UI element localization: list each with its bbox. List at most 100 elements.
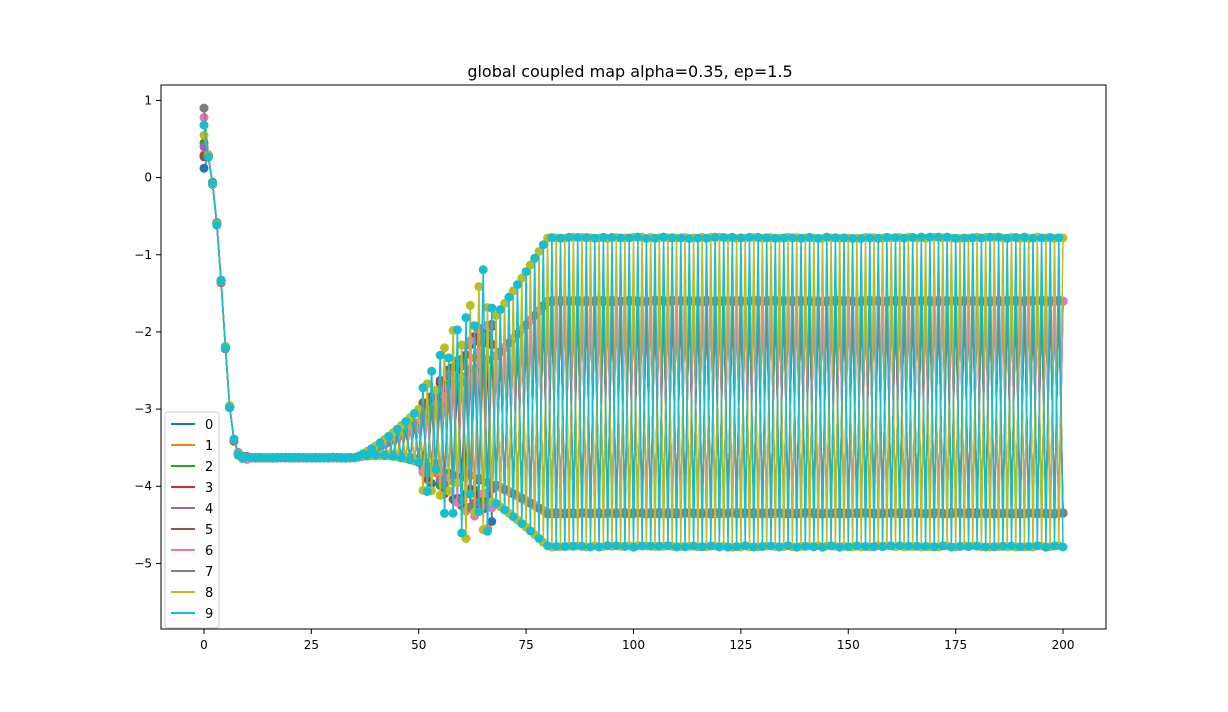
series-point [452, 478, 462, 488]
series-point [736, 233, 746, 243]
series-point [534, 247, 544, 256]
series-point [762, 296, 772, 306]
series-point [891, 233, 900, 243]
series-point [830, 296, 840, 306]
series-point [908, 232, 918, 242]
series-point [521, 267, 531, 277]
series-point [517, 519, 527, 529]
legend-label: 1 [205, 439, 213, 454]
series-point [538, 240, 548, 250]
series-point [461, 313, 471, 323]
series-point [440, 508, 449, 518]
series-point [856, 297, 866, 307]
y-tick-label: −3 [134, 402, 152, 416]
series-point [1028, 296, 1038, 306]
series-point [934, 232, 943, 242]
series-point [951, 296, 961, 306]
series-point [521, 320, 531, 330]
series-point [457, 528, 467, 538]
series-point [813, 233, 823, 243]
series-point [1058, 542, 1068, 552]
y-axis: 1 0 −1 −2 −3 −4 −5 [134, 93, 161, 570]
series-point [818, 542, 827, 552]
series-point [822, 296, 832, 306]
x-tick-label: 200 [1052, 638, 1075, 652]
series-point [994, 232, 1004, 242]
series-point [693, 297, 703, 307]
series-point [659, 232, 669, 242]
series-point [538, 301, 548, 311]
series-point [727, 297, 737, 306]
series-point [727, 232, 737, 242]
series-point [787, 296, 797, 306]
series-point [487, 517, 497, 526]
series-point [663, 541, 673, 551]
series-point [800, 541, 810, 551]
series-point [448, 508, 458, 518]
series-point [749, 542, 759, 552]
series-point [1054, 296, 1064, 306]
series-point [916, 295, 926, 305]
series-point [856, 234, 866, 243]
series-point [603, 541, 613, 551]
series-point [762, 233, 772, 243]
series-point [1011, 296, 1021, 306]
series-point [513, 329, 522, 339]
series-point [556, 233, 565, 243]
series-point [607, 232, 617, 242]
series-point [714, 542, 724, 552]
y-tick-label: 0 [144, 171, 152, 185]
x-tick-label: 175 [944, 638, 967, 652]
series-point [633, 232, 643, 242]
legend-label: 2 [205, 460, 213, 475]
series-point [474, 507, 484, 516]
series-point [710, 232, 720, 242]
series-point [667, 233, 677, 243]
series-point [882, 296, 892, 306]
series-point [581, 296, 591, 306]
series-point [641, 234, 651, 243]
series-point [444, 486, 454, 496]
series-point [1024, 541, 1034, 551]
series-point [616, 296, 626, 306]
series-point [371, 450, 381, 460]
series-point [1028, 233, 1038, 243]
series-point [551, 542, 561, 551]
series-point [787, 233, 797, 243]
series-point [457, 340, 467, 350]
series-point [465, 489, 475, 499]
series-point [564, 232, 574, 242]
series-point [620, 542, 630, 551]
series-point [367, 444, 376, 454]
series-point [1050, 541, 1059, 551]
series-point [422, 487, 432, 497]
series-point [646, 541, 656, 551]
series-point [770, 233, 780, 243]
series-point [667, 296, 677, 305]
series-point [483, 526, 492, 536]
series-point [435, 490, 445, 500]
series-point [985, 296, 995, 306]
series-point [792, 542, 802, 552]
series-point [1037, 296, 1047, 306]
series-point [942, 295, 952, 305]
legend-label: 0 [205, 418, 213, 433]
series-point [959, 296, 969, 306]
series-point [212, 220, 222, 230]
series-point [736, 295, 746, 305]
series-point [1037, 233, 1047, 243]
series-point [779, 295, 789, 305]
series-point [590, 296, 600, 306]
series-point [1054, 233, 1064, 243]
series-point [573, 233, 583, 242]
series-point [581, 233, 591, 242]
series-point [1015, 542, 1025, 552]
x-tick-label: 25 [304, 638, 319, 652]
series-point [1032, 541, 1042, 551]
series-point [440, 343, 449, 353]
series-point [530, 253, 540, 263]
series-point [672, 542, 681, 552]
series-point [972, 541, 982, 551]
series-point [783, 541, 793, 551]
